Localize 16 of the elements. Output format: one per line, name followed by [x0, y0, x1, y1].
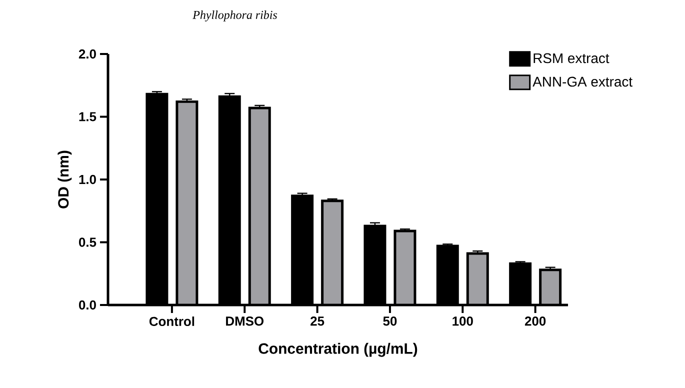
x-tick-label: Control [149, 316, 194, 326]
y-tick-label: 1.5 [79, 112, 96, 122]
y-tick-label: 0.0 [78, 300, 96, 310]
legend-label: ANN-GA extract [532, 76, 632, 87]
x-tick-label: 100 [452, 316, 473, 326]
x-tick-label: DMSO [226, 316, 264, 326]
y-axis-title: OD (nm) [58, 150, 72, 208]
chart-title: Phyllophora ribis [192, 10, 277, 22]
x-tick-label: 50 [383, 316, 397, 326]
x-tick-label: 25 [310, 316, 324, 326]
y-tick-label: 0.5 [78, 238, 96, 247]
y-tick-label: 2.0 [78, 49, 96, 59]
x-tick-label: 200 [524, 316, 546, 326]
x-axis-title: Concentration (µg/mL) [258, 342, 418, 357]
legend-label: RSM extract [534, 53, 610, 64]
y-tick-label: 1.0 [79, 174, 96, 184]
